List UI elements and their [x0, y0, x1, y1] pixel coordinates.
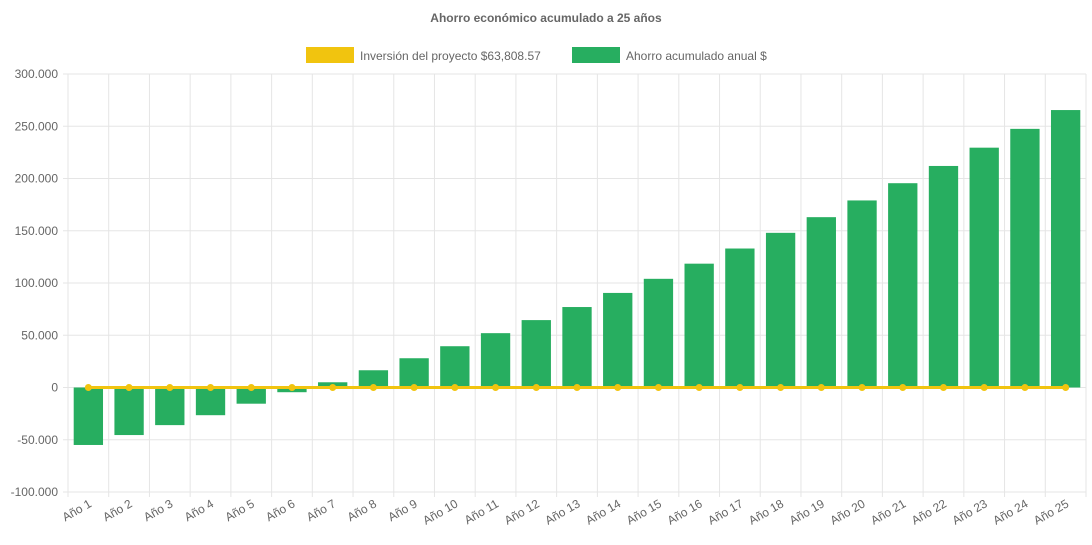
bar[interactable]: [114, 387, 144, 436]
bar[interactable]: [684, 263, 714, 388]
x-tick-label: Año 23: [950, 496, 990, 527]
x-tick-label: Año 24: [990, 496, 1030, 527]
x-tick-label: Año 17: [705, 496, 745, 527]
bar[interactable]: [521, 320, 551, 388]
bar[interactable]: [480, 333, 511, 388]
y-axis: 300.000 250.000 200.000 150.000 100.000 50.00…: [11, 67, 59, 499]
y-tick-label: 0: [51, 381, 58, 395]
y-tick-label: 100.000: [15, 276, 59, 290]
line-point[interactable]: [1062, 384, 1070, 391]
line-point[interactable]: [532, 384, 540, 391]
line-point[interactable]: [573, 384, 581, 391]
x-tick-label: Año 4: [182, 496, 216, 524]
line-point[interactable]: [654, 384, 662, 391]
bar[interactable]: [358, 370, 389, 388]
x-tick-label: Año 2: [100, 496, 134, 524]
line-point[interactable]: [125, 384, 133, 391]
y-tick-label: 250.000: [15, 119, 59, 133]
y-tick-label: 150.000: [15, 224, 59, 238]
x-axis: Año 1 Año 2 Año 3 Año 4 Año 5 Año 6 Año 7 Año 8…: [60, 496, 1072, 527]
line-point[interactable]: [369, 384, 377, 391]
legend[interactable]: Inversión del proyecto $63,808.57 Ahorro…: [306, 47, 767, 63]
bar[interactable]: [765, 232, 796, 388]
legend-label-inversion: Inversión del proyecto $63,808.57: [360, 49, 541, 63]
x-tick-label: Año 9: [385, 496, 419, 524]
y-tick-label: 200.000: [15, 172, 59, 186]
x-tick-label: Año 3: [141, 496, 175, 524]
bar[interactable]: [969, 147, 999, 388]
bar[interactable]: [643, 278, 674, 388]
bar[interactable]: [1010, 128, 1040, 388]
line-point[interactable]: [1021, 384, 1029, 391]
x-tick-label: Año 7: [304, 496, 338, 524]
x-tick-label: Año 16: [665, 496, 705, 527]
legend-swatch-ahorro: [572, 47, 620, 63]
x-tick-label: Año 18: [746, 496, 786, 527]
x-tick-label: Año 1: [60, 496, 94, 524]
x-tick-label: Año 15: [624, 496, 664, 527]
line-point[interactable]: [247, 384, 255, 391]
bar[interactable]: [928, 165, 959, 388]
x-tick-label: Año 12: [502, 496, 542, 527]
line-point[interactable]: [84, 384, 92, 391]
line-point[interactable]: [451, 384, 459, 391]
bar[interactable]: [847, 200, 877, 388]
line-point[interactable]: [329, 384, 337, 391]
grid: [63, 73, 1087, 497]
x-tick-label: Año 14: [583, 496, 623, 527]
bar[interactable]: [1050, 110, 1081, 388]
y-tick-label: -50.000: [17, 433, 58, 447]
line-point[interactable]: [858, 384, 866, 391]
line-point[interactable]: [817, 384, 825, 391]
bar[interactable]: [440, 346, 470, 388]
x-tick-label: Año 19: [787, 496, 827, 527]
line-point[interactable]: [980, 384, 988, 391]
bar[interactable]: [73, 387, 104, 445]
bar[interactable]: [155, 387, 185, 426]
legend-swatch-inversion: [306, 47, 354, 63]
y-tick-label: -100.000: [11, 485, 59, 499]
line-point[interactable]: [695, 384, 703, 391]
x-tick-label: Año 25: [1031, 496, 1071, 527]
bar[interactable]: [603, 292, 633, 388]
line-point[interactable]: [492, 384, 500, 391]
line-point[interactable]: [288, 384, 296, 391]
bar[interactable]: [725, 248, 755, 388]
chart-title: Ahorro económico acumulado a 25 años: [430, 11, 662, 25]
line-point[interactable]: [736, 384, 744, 391]
bar[interactable]: [562, 307, 592, 388]
line-point[interactable]: [410, 384, 418, 391]
x-tick-label: Año 21: [868, 496, 908, 527]
y-tick-label: 300.000: [15, 67, 59, 81]
x-tick-label: Año 22: [909, 496, 949, 527]
line-point[interactable]: [939, 384, 947, 391]
x-tick-label: Año 13: [543, 496, 583, 527]
line-point[interactable]: [166, 384, 174, 391]
line-point[interactable]: [207, 384, 215, 391]
x-tick-label: Año 11: [462, 496, 501, 527]
line-point[interactable]: [899, 384, 907, 391]
line-point[interactable]: [777, 384, 785, 391]
bar[interactable]: [399, 358, 429, 388]
bar-series: [73, 110, 1081, 445]
x-tick-label: Año 6: [263, 496, 297, 524]
bar[interactable]: [195, 387, 226, 416]
x-tick-label: Año 10: [420, 496, 460, 527]
bar[interactable]: [888, 183, 918, 388]
bar[interactable]: [806, 217, 836, 388]
x-tick-label: Año 8: [345, 496, 379, 524]
line-point[interactable]: [614, 384, 622, 391]
x-tick-label: Año 5: [223, 496, 257, 524]
line-series: [84, 384, 1070, 391]
y-tick-label: 50.000: [21, 328, 58, 342]
legend-label-ahorro: Ahorro acumulado anual $: [626, 49, 767, 63]
x-tick-label: Año 20: [828, 496, 868, 527]
bar[interactable]: [236, 387, 266, 404]
